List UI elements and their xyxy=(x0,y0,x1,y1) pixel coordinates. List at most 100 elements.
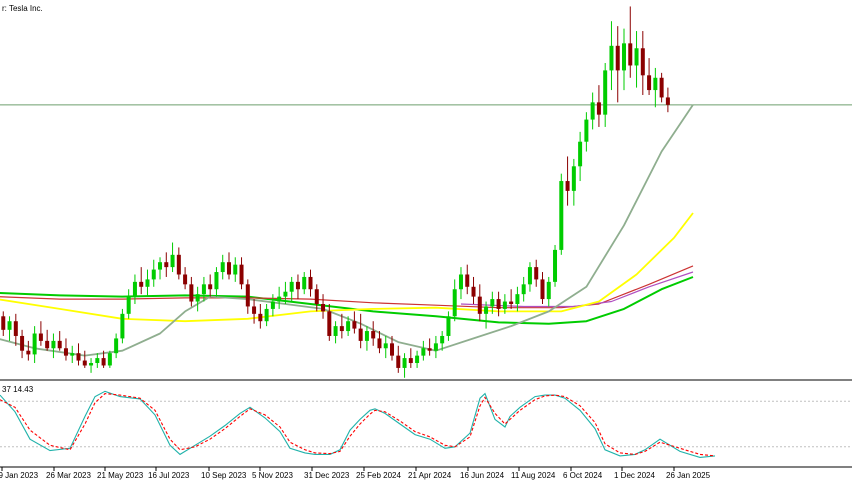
main-panel xyxy=(0,6,852,381)
candle xyxy=(158,257,163,280)
candle xyxy=(346,316,351,336)
candle xyxy=(1,311,6,336)
candle xyxy=(584,112,589,152)
candle-body xyxy=(239,264,244,285)
candle-body xyxy=(333,326,338,336)
candle-body xyxy=(665,97,670,105)
x-tick-label: 5 Nov 2023 xyxy=(252,471,293,480)
candle-body xyxy=(427,348,432,351)
candle xyxy=(201,276,206,302)
candle-body xyxy=(609,45,614,71)
candle xyxy=(603,63,608,127)
candle xyxy=(396,345,401,373)
candle-body xyxy=(20,335,25,351)
candle xyxy=(546,276,551,307)
candle-body xyxy=(471,286,476,297)
candle xyxy=(264,304,269,327)
candle xyxy=(565,156,570,206)
candle-body xyxy=(32,333,37,355)
x-tick-label: 26 Jan 2025 xyxy=(666,471,711,480)
stochastic-panel xyxy=(0,390,852,458)
candle xyxy=(57,331,62,351)
candle-body xyxy=(7,321,12,330)
candle xyxy=(321,294,326,319)
candle-body xyxy=(452,289,457,317)
candle xyxy=(571,158,576,206)
candle xyxy=(521,276,526,302)
x-tick-label: 1 Dec 2024 xyxy=(614,471,655,480)
candle-body xyxy=(458,274,463,290)
x-tick-label: 31 Dec 2023 xyxy=(304,471,350,480)
candle-body xyxy=(295,281,300,290)
candle xyxy=(51,333,56,359)
candle xyxy=(302,272,307,295)
candle-body xyxy=(70,353,75,356)
candle xyxy=(170,242,175,273)
candle-body xyxy=(358,328,363,341)
x-tick-label: 21 May 2023 xyxy=(97,471,144,480)
candle xyxy=(233,257,238,282)
candle-body xyxy=(596,102,601,115)
candle-body xyxy=(183,274,188,285)
candle-body xyxy=(270,301,275,309)
candle-body xyxy=(408,358,413,364)
candle-body xyxy=(95,358,100,364)
candle xyxy=(653,67,658,108)
candle-body xyxy=(277,296,282,302)
candle-body xyxy=(584,119,589,142)
candle-body xyxy=(659,77,664,98)
candle xyxy=(38,321,43,346)
candle-body xyxy=(283,291,288,297)
x-tick-label: 16 Jun 2024 xyxy=(460,471,505,480)
candle-body xyxy=(38,333,43,341)
candle xyxy=(277,286,282,309)
ma-fast-line xyxy=(0,104,694,357)
candle xyxy=(7,316,12,341)
candle xyxy=(440,331,445,351)
candle-body xyxy=(264,308,269,322)
candle-body xyxy=(515,294,520,304)
candle xyxy=(390,335,395,361)
x-axis: 29 Jan 2023 26 Mar 2023 21 May 2023 16 Jul … xyxy=(0,466,852,480)
candle xyxy=(252,299,257,324)
candle-body xyxy=(327,311,332,336)
candle-body xyxy=(647,75,652,91)
candle xyxy=(107,350,112,368)
candle xyxy=(26,340,31,361)
candle xyxy=(327,304,332,341)
candle-body xyxy=(201,284,206,295)
candle xyxy=(415,350,420,368)
candle xyxy=(339,313,344,339)
x-tick-label: 21 Apr 2024 xyxy=(408,471,452,480)
candle-body xyxy=(603,70,608,115)
candle xyxy=(527,262,532,292)
candle-body xyxy=(527,267,532,285)
candle-body xyxy=(565,181,570,191)
candle xyxy=(358,313,363,349)
ma-slow-line xyxy=(0,276,694,325)
candle xyxy=(490,291,495,314)
candle-body xyxy=(252,306,257,314)
candle xyxy=(189,276,194,307)
ma-mid-line xyxy=(0,212,694,323)
candle xyxy=(195,286,200,312)
candle xyxy=(333,321,338,344)
candle xyxy=(70,345,75,364)
candle-body xyxy=(1,316,6,330)
candle-body xyxy=(402,358,407,368)
x-tick-label: 16 Jul 2023 xyxy=(148,471,190,480)
candle-body xyxy=(89,363,94,366)
candle xyxy=(132,274,137,304)
candle xyxy=(596,85,601,127)
candle-body xyxy=(245,284,250,307)
candle xyxy=(622,28,626,91)
candle-body xyxy=(390,343,395,356)
candle-body xyxy=(170,254,175,268)
candle-body xyxy=(615,45,620,71)
candle xyxy=(377,331,382,354)
stoch-k-line xyxy=(0,390,716,458)
candle xyxy=(13,313,18,346)
candle xyxy=(371,321,376,346)
candle xyxy=(95,353,100,368)
candle-body xyxy=(189,284,194,302)
